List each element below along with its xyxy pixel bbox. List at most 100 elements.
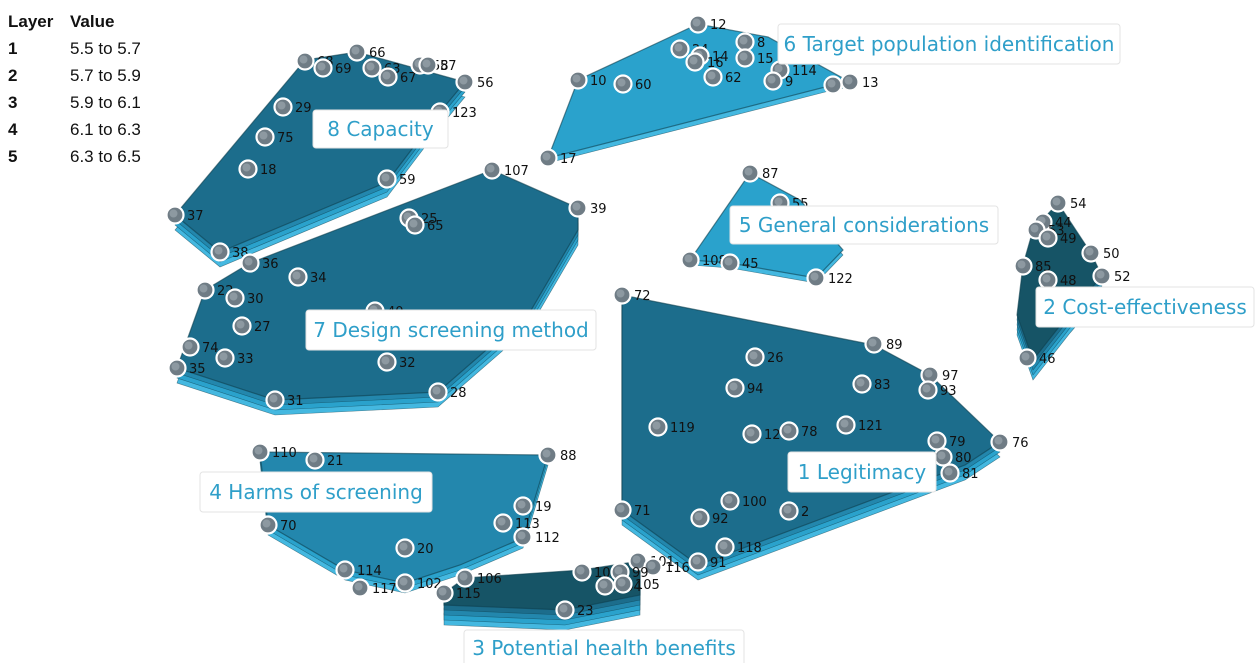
point-marker-highlight [692, 18, 701, 27]
point-label: 15 [757, 52, 774, 67]
point-label: 60 [635, 78, 652, 93]
point-label: 105 [635, 578, 660, 593]
point-91: 91 [688, 552, 727, 572]
point-marker-highlight [739, 36, 748, 45]
point-70: 70 [258, 515, 297, 535]
cluster-label-text: 1 Legitimacy [798, 460, 927, 484]
point-88: 88 [538, 445, 577, 465]
point-label: 93 [940, 384, 957, 399]
point-marker-highlight [1085, 247, 1094, 256]
point-label: 27 [254, 320, 271, 335]
legend-header-value: Value [70, 11, 115, 31]
point-94: 94 [725, 378, 764, 398]
point-marker-highlight [739, 52, 748, 61]
point-87: 87 [740, 163, 779, 183]
point-marker-highlight [432, 386, 441, 395]
point-label: 62 [725, 71, 742, 86]
point-marker-highlight [409, 219, 418, 228]
point-marker-highlight [744, 167, 753, 176]
point-marker-highlight [366, 62, 375, 71]
cluster-label-text: 3 Potential health benefits [472, 636, 736, 660]
point-72: 72 [612, 285, 651, 305]
point-83: 83 [852, 374, 891, 394]
point-65: 65 [405, 215, 444, 235]
point-marker-highlight [517, 500, 526, 509]
point-93: 93 [918, 380, 957, 400]
point-marker-highlight [767, 75, 776, 84]
point-28: 28 [428, 382, 467, 402]
legend-row: 1 5.5 to 5.7 [8, 35, 141, 62]
point-marker-highlight [868, 338, 877, 347]
point-marker-highlight [616, 289, 625, 298]
point-74: 74 [180, 337, 219, 357]
point-76: 76 [990, 432, 1029, 452]
legend-value: 6.1 to 6.3 [70, 119, 141, 139]
point-label: 57 [440, 59, 457, 74]
point-label: 92 [712, 512, 729, 527]
point-97: 97 [920, 365, 959, 385]
point-marker-highlight [438, 587, 447, 596]
point-label: 25 [421, 212, 438, 227]
point-label: 117 [372, 582, 397, 597]
point-label: 69 [335, 62, 352, 77]
point-label: 54 [1070, 197, 1087, 212]
point-39: 39 [568, 198, 607, 218]
point-label: 29 [295, 101, 312, 116]
point-102: 102 [395, 573, 442, 593]
point-33: 33 [215, 348, 254, 368]
point-marker-highlight [559, 604, 568, 613]
point-marker-highlight [236, 320, 245, 329]
point-marker-highlight [692, 556, 701, 565]
point-label: 33 [237, 352, 254, 367]
point-label: 44 [1055, 216, 1072, 231]
point-label: 78 [801, 425, 818, 440]
point-marker-highlight [599, 580, 608, 589]
point-label: 14 [712, 50, 729, 65]
point-marker-highlight [1021, 352, 1030, 361]
point-label: 97 [942, 369, 959, 384]
point-marker-highlight [351, 46, 360, 55]
point-label: 118 [737, 541, 762, 556]
point-114: 114 [335, 560, 382, 580]
point-label: 100 [742, 495, 767, 510]
point-marker-highlight [262, 519, 271, 528]
point-78: 78 [779, 421, 818, 441]
point-marker-highlight [542, 449, 551, 458]
point-marker-highlight [856, 378, 865, 387]
point-marker-highlight [517, 531, 526, 540]
point-marker-highlight [689, 56, 698, 65]
point-marker-highlight [617, 578, 626, 587]
point-19: 19 [513, 496, 552, 516]
point-marker-highlight [827, 79, 836, 88]
point-label: 108 [702, 254, 727, 269]
point-69: 69 [313, 58, 352, 78]
point-79: 79 [927, 431, 966, 451]
cluster-label-c7: 7 Design screening method [305, 309, 597, 351]
point-marker-highlight [674, 43, 683, 52]
point-label: 49 [1060, 232, 1077, 247]
point-marker-highlight [259, 131, 268, 140]
point-marker-highlight [719, 541, 728, 550]
point-marker-highlight [354, 582, 363, 591]
cluster-label-text: 5 General considerations [739, 213, 989, 237]
point-marker-highlight [1017, 260, 1026, 269]
point-108: 108 [680, 250, 727, 270]
point-21: 21 [305, 450, 344, 470]
point-8: 8 [735, 32, 765, 52]
point-75: 75 [255, 127, 294, 147]
point-label: 122 [828, 272, 853, 287]
point-marker-highlight [576, 566, 585, 575]
point-marker-highlight [922, 384, 931, 393]
point-marker-highlight [647, 561, 656, 570]
point-marker-highlight [707, 71, 716, 80]
point-label: 26 [767, 351, 784, 366]
point-label: 110 [272, 446, 297, 461]
point-label: 16 [707, 56, 724, 71]
point-66: 66 [347, 42, 386, 62]
point-marker-highlight [749, 351, 758, 360]
point-marker-highlight [199, 284, 208, 293]
point-115: 115 [434, 583, 481, 603]
point-59: 59 [377, 169, 416, 189]
cluster-label-c2: 2 Cost-effectiveness [1035, 286, 1255, 328]
point-12: 12 [688, 14, 727, 34]
